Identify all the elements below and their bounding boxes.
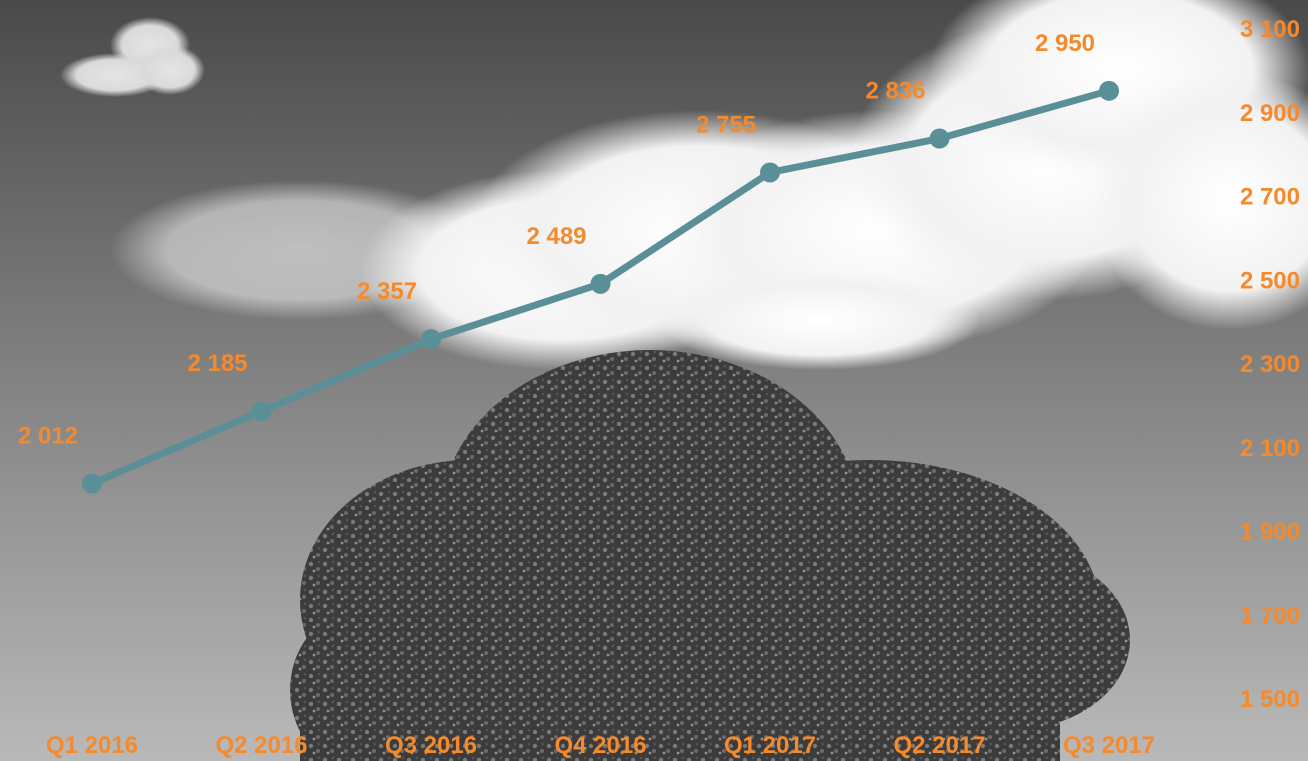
- x-tick-label: Q2 2017: [893, 732, 985, 759]
- y-tick-label: 1 900: [1240, 519, 1300, 546]
- data-value-label: 2 185: [187, 350, 247, 377]
- data-point-marker: [590, 273, 611, 294]
- data-point-marker: [1099, 80, 1119, 101]
- data-label-layer: 2 012 2 185 2 357 2 489 2 755 2 836 2 950: [18, 30, 1095, 450]
- x-tick-label: Q2 2016: [215, 732, 307, 759]
- x-tick-label: Q4 2016: [554, 732, 646, 759]
- x-tick-label: Q3 2016: [385, 732, 477, 759]
- y-tick-label: 1 700: [1240, 602, 1300, 629]
- y-axis: 3 100 2 900 2 700 2 500 2 300 2 100 1 900 1 700…: [1240, 16, 1300, 713]
- y-tick-label: 3 100: [1240, 16, 1300, 43]
- data-point-marker: [251, 401, 272, 422]
- x-axis: Q1 2016 Q2 2016 Q3 2016 Q4 2016 Q1 2017 Q2 20…: [46, 732, 1155, 759]
- data-value-label: 2 950: [1035, 30, 1095, 57]
- y-tick-label: 2 700: [1240, 184, 1300, 211]
- data-point-marker: [929, 128, 950, 149]
- y-tick-label: 2 500: [1240, 267, 1300, 294]
- data-value-label: 2 489: [526, 223, 586, 250]
- x-tick-label: Q3 2017: [1063, 732, 1155, 759]
- data-point-marker: [760, 162, 780, 183]
- data-value-label: 2 357: [357, 278, 417, 305]
- x-tick-label: Q1 2017: [724, 732, 816, 759]
- data-value-label: 2 836: [865, 78, 925, 105]
- data-value-label: 2 012: [18, 423, 78, 450]
- data-point-marker: [82, 473, 102, 494]
- y-tick-label: 1 500: [1240, 686, 1300, 713]
- x-tick-label: Q1 2016: [46, 732, 138, 759]
- y-tick-label: 2 900: [1240, 100, 1300, 127]
- data-point-marker: [421, 329, 441, 350]
- data-value-label: 2 755: [696, 111, 756, 138]
- series-line-layer: [82, 80, 1119, 494]
- y-tick-label: 2 300: [1240, 351, 1300, 378]
- y-tick-label: 2 100: [1240, 435, 1300, 462]
